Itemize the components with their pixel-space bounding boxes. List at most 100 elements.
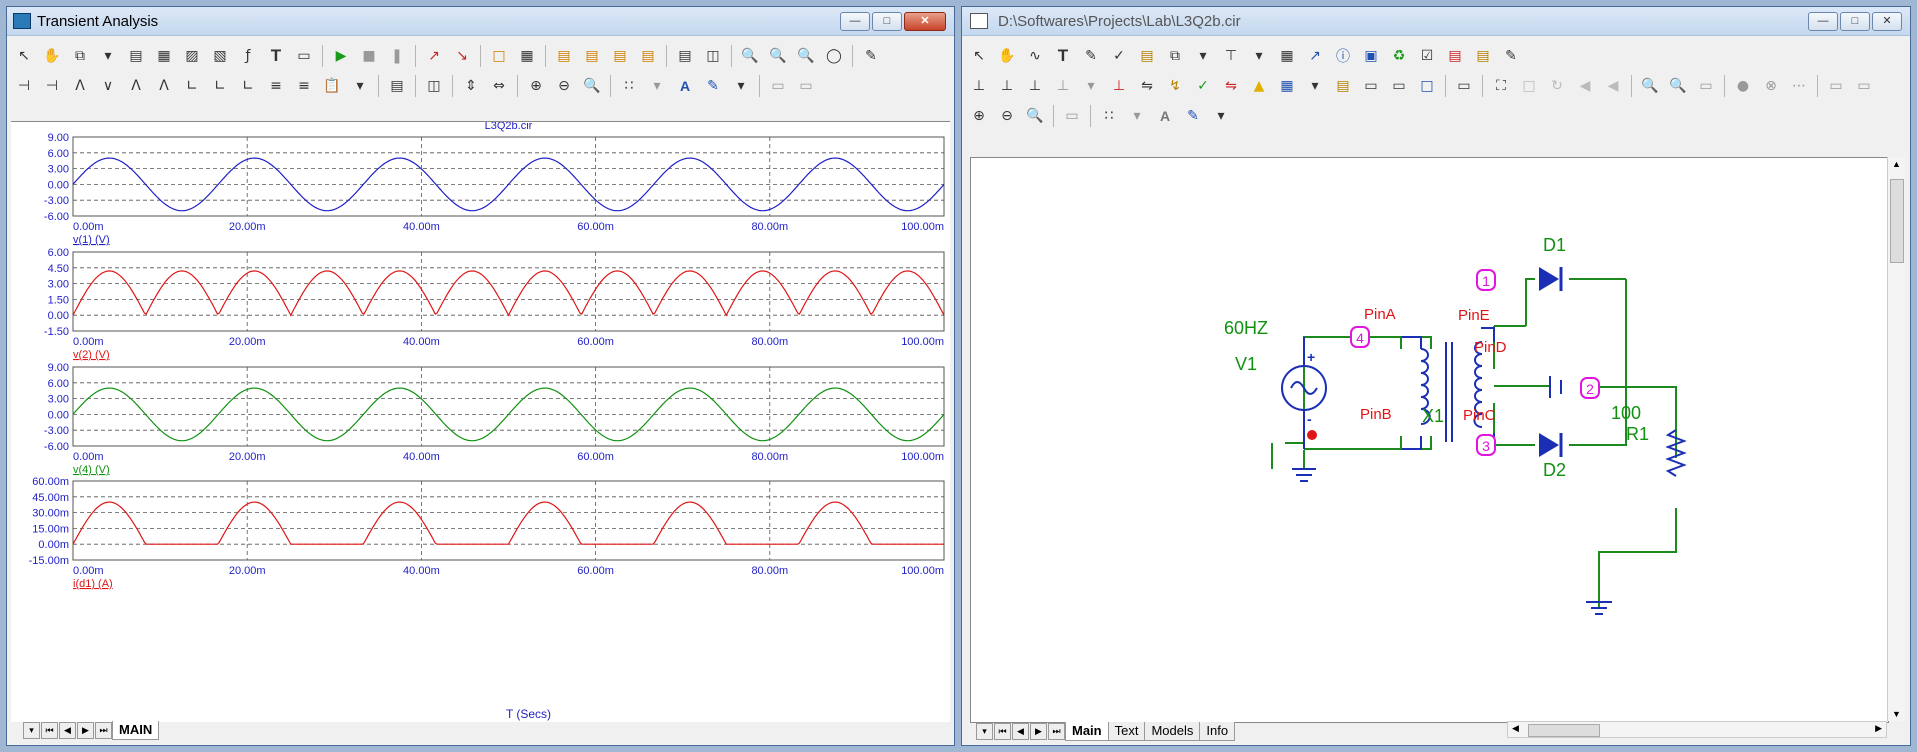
page2-icon[interactable]: ▭ [1364,78,1378,94]
zoom-region-icon[interactable]: 🔍 [1026,108,1044,124]
stop-icon[interactable]: ■ [362,48,376,64]
back-icon[interactable]: ▭ [1857,78,1871,94]
more-icon[interactable]: ⋯ [1792,78,1806,94]
layout2-icon[interactable]: ▤ [585,48,599,64]
data-points-icon[interactable]: ▧ [213,48,227,64]
info-icon[interactable]: ⓘ [1336,49,1350,65]
grid-dots-icon[interactable]: ∷ [1104,108,1114,124]
flip-v-icon[interactable]: ◀ [1607,78,1619,94]
pause-icon[interactable]: ❚ [391,48,403,64]
zoom-in-icon[interactable]: 🔍 [769,48,787,64]
copy-icon[interactable]: ⧉ [75,48,85,64]
close-button[interactable]: ✕ [904,12,946,31]
scroll-thumb[interactable] [1890,179,1904,263]
attr-icon[interactable]: ⊥ [972,78,986,94]
tab-nav-prev[interactable]: ◀ [1012,722,1029,740]
tab-nav-first[interactable]: ⏮ [994,722,1011,740]
power-icon[interactable]: ↯ [1169,78,1181,94]
valley-find-icon[interactable]: ∨ [102,78,114,94]
stop-circle-icon[interactable]: ⊗ [1765,78,1777,94]
paste-icon[interactable]: ▭ [1065,108,1079,124]
zoom-region-icon[interactable]: 🔍 [583,78,601,94]
low-icon[interactable]: Λ [159,78,169,94]
pin-dropdown-icon[interactable]: ▾ [1087,78,1095,94]
component-icon[interactable]: ⧉ [1170,48,1180,64]
scale2-icon[interactable]: ▦ [157,48,171,64]
rotate-icon[interactable]: ↻ [1551,78,1563,94]
back-icon[interactable]: ▭ [799,78,813,94]
settings-icon[interactable]: ✎ [865,48,877,64]
condition-icon[interactable]: ✓ [1197,78,1209,94]
voltage-icon[interactable]: ⊥ [1112,78,1126,94]
font-icon[interactable]: A [1159,108,1171,124]
scroll-right-icon[interactable]: ▶ [1875,723,1882,733]
schematic-canvas[interactable]: + - [970,157,1889,723]
vertical-scrollbar[interactable]: ▲ ▼ [1887,157,1905,721]
tab-nav-next[interactable]: ▶ [77,721,94,739]
replace-icon[interactable]: ▭ [1699,78,1713,94]
font-dropdown-icon[interactable]: ▾ [1217,108,1225,124]
zoom-prev-icon[interactable]: ◯ [826,48,842,64]
grid-dropdown-icon[interactable]: ▾ [1133,108,1141,124]
title-bar[interactable]: D:\Softwares\Projects\Lab\L3Q2b.cir — □ … [962,7,1910,36]
select-box-icon[interactable]: ⛶ [1496,78,1506,94]
zoom-out-icon[interactable]: ⊖ [1001,108,1013,124]
cursor-icon[interactable]: ▨ [185,48,199,64]
refresh-icon[interactable]: ♻ [1392,48,1406,64]
zoom-in2-icon[interactable]: ⊕ [530,78,542,94]
node-number-icon[interactable]: ⊥ [1028,78,1042,94]
zoom-out2-icon[interactable]: ⊖ [558,78,570,94]
go-icon[interactable]: ● [1736,78,1750,94]
text-icon[interactable]: T [270,46,282,65]
grid-dots-icon[interactable]: ∷ [624,78,634,94]
scroll-left-icon[interactable]: ◀ [1512,723,1519,733]
tab-main[interactable]: MAIN [112,720,160,740]
edit-icon[interactable]: ✎ [1505,48,1517,64]
tab-nav-last[interactable]: ⏭ [1048,722,1065,740]
paste-icon[interactable]: 📋 [323,78,341,94]
probe-icon[interactable]: ↗ [1309,48,1321,64]
grid-dropdown-icon[interactable]: ▾ [653,78,661,94]
layout4-icon[interactable]: ▤ [641,48,655,64]
layout3-icon[interactable]: ▤ [613,48,627,64]
tab-nav-prev[interactable]: ◀ [59,721,76,739]
select-region-icon[interactable]: □ [1420,78,1434,94]
inflection-icon[interactable]: ∟ [186,78,198,94]
bus-icon[interactable]: ▤ [1140,48,1154,64]
front-icon[interactable]: ▭ [1829,78,1843,94]
tab-info[interactable]: Info [1199,721,1236,741]
flip-h-icon[interactable]: ◀ [1579,78,1591,94]
zoom-in-icon[interactable]: ⊕ [973,108,985,124]
warning-icon[interactable]: ▲ [1253,78,1265,94]
hscroll-thumb[interactable] [1528,724,1600,737]
node-icon[interactable]: ⊤ [1224,48,1238,64]
tab-nav-last[interactable]: ⏭ [95,721,112,739]
tangent2-icon[interactable]: ⊣ [45,78,59,94]
paste-dropdown-icon[interactable]: ▾ [356,78,364,94]
checkbox-icon[interactable]: ☑ [1420,48,1434,64]
tab-nav-menu[interactable]: ▾ [23,721,40,739]
font-color-icon[interactable]: ✎ [1187,108,1199,124]
list-icon[interactable]: ▤ [390,78,404,94]
select-arrow-icon[interactable]: ↖ [973,48,985,64]
scroll-up-icon[interactable]: ▲ [1892,159,1901,169]
horizontal-scrollbar[interactable]: ◀ ▶ [1507,721,1887,738]
pin-connect-icon[interactable]: ⇋ [1225,78,1237,94]
tab-nav-next[interactable]: ▶ [1030,722,1047,740]
run-icon[interactable]: ▶ [335,48,347,64]
tab-main[interactable]: Main [1065,721,1109,741]
find-icon[interactable]: 🔍 [1641,78,1659,94]
font-icon[interactable]: A [679,78,691,94]
select-arrow-icon[interactable]: ↖ [18,48,30,64]
fit-v-icon[interactable]: ⇔ [493,78,505,94]
report-icon[interactable]: ▤ [1448,48,1462,64]
properties-icon[interactable]: ▭ [1457,78,1471,94]
pan-hand-icon[interactable]: ✋ [998,48,1016,64]
minimize-button[interactable]: — [840,12,870,31]
font-dropdown-icon[interactable]: ▾ [737,78,745,94]
minimize-button[interactable]: — [1808,12,1838,31]
global-low-icon[interactable]: ∟ [242,78,254,94]
split-v-icon[interactable]: ◫ [706,48,720,64]
tab-nav-first[interactable]: ⏮ [41,721,58,739]
grid-icon[interactable]: □ [492,48,506,64]
